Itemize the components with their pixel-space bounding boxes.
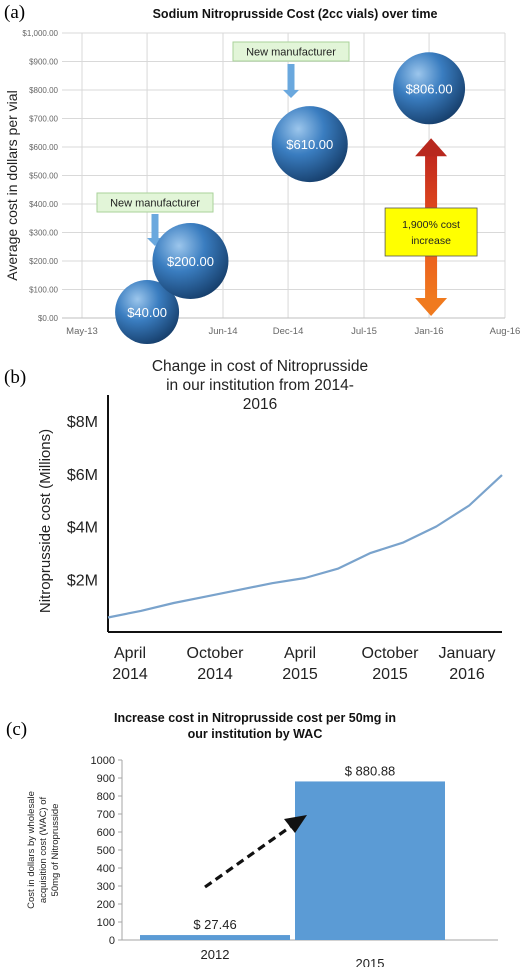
x-tick-label-line1: October [362,645,420,662]
x-tick-label-line1: January [439,645,496,662]
x-tick-label-line1: April [284,645,316,662]
new-manufacturer-arrow [283,64,299,98]
y-tick-label: $2M [67,572,98,589]
bar-data-label: $ 880.88 [345,763,396,778]
y-tick-label: 100 [97,917,115,929]
panel-label-c: (c) [6,719,28,740]
panel-b: (b) Change in cost of Nitroprusside in o… [0,345,520,705]
chart-c-title: Increase cost in Nitroprusside cost per … [113,711,397,741]
x-tick-label: Dec-14 [273,326,304,337]
x-tick-label-line1: October [187,645,245,662]
x-tick-label-line2: 2015 [372,666,408,683]
y-tick-label: $100.00 [29,286,58,295]
y-tick-label: 0 [109,935,115,947]
panel-label-b: (b) [4,367,27,388]
y-axis-label: Cost in dollars by wholesale acquisition … [26,791,61,909]
panel-a: (a) Sodium Nitroprusside Cost (2cc vials… [0,0,520,345]
new-manufacturer-box [232,41,350,62]
y-tick-label: 500 [97,845,115,857]
bar [295,781,445,940]
chart-b-title: Change in cost of Nitroprusside in our i… [151,358,369,413]
x-tick-label-line2: 2014 [197,666,233,683]
bar-data-label: $ 27.46 [193,917,236,932]
y-tick-label: 300 [97,881,115,893]
x-tick-label: Jul-15 [351,326,377,337]
x-tick-label-line1: April [114,645,146,662]
y-tick-label: $8M [67,414,98,431]
data-bubble-label: $40.00 [127,305,167,320]
y-tick-label: 700 [97,809,115,821]
y-tick-label: $6M [67,467,98,484]
y-tick-label: 400 [97,863,115,875]
cost-increase-text-2: increase [411,235,451,247]
y-tick-label: $500.00 [29,172,58,181]
y-tick-label: $900.00 [29,58,58,67]
y-tick-label: 900 [97,773,115,785]
cost-arrow-head-up [415,138,448,157]
data-bubble [271,106,348,183]
new-manufacturer-box [96,192,214,213]
y-tick-label: 1000 [91,755,115,767]
y-axis-label-line: 50mg of Nitroprusside [50,804,61,897]
panel-c: (c) Increase cost in Nitroprusside cost … [0,705,520,967]
y-axis-label: Average cost in dollars per vial [4,90,20,280]
x-tick-label-line2: 2016 [449,666,485,683]
new-manufacturer-text: New manufacturer [110,198,200,210]
x-tick-label-line2: 2015 [282,666,318,683]
y-tick-label: $4M [67,520,98,537]
y-tick-label: $600.00 [29,143,58,152]
x-tick-label: Jun-14 [208,326,237,337]
series-line [107,474,503,619]
y-tick-label: 600 [97,827,115,839]
chart-a-title: Sodium Nitroprusside Cost (2cc vials) ov… [152,7,438,21]
trend-arrow-head [284,815,307,833]
new-manufacturer-text: New manufacturer [246,47,336,59]
y-tick-label: $1,000.00 [22,29,58,38]
data-bubble-label: $610.00 [286,137,333,152]
y-tick-label: $300.00 [29,229,58,238]
data-bubble-label: $806.00 [406,81,453,96]
chart-a: $0.00 $100.00 $200.00 $300.00 $400.00 $500.00… [4,29,520,344]
y-axis-label-line: acquisition cost (WAC) of [38,796,49,903]
y-tick-label: $0.00 [38,314,59,323]
chart-c: 0 100 200 300 400 500 600 700 800 900 1000 Cost in … [26,755,498,967]
x-tick-label: 2015 [356,956,385,967]
y-tick-label: 200 [97,899,115,911]
y-tick-label: 800 [97,791,115,803]
y-axis-label-line: Cost in dollars by wholesale [26,791,37,909]
trend-arrow-line [204,823,294,889]
y-tick-label: $400.00 [29,200,58,209]
panel-label-a: (a) [4,2,26,23]
new-manufacturer-arrow [147,214,163,246]
y-tick-label: $700.00 [29,115,58,124]
data-bubble-label: $200.00 [167,254,214,269]
x-tick-label: May-13 [66,326,98,337]
y-axis-label: Nitroprusside cost (Millions) [37,429,54,613]
bar [140,935,290,940]
y-tick-label: $200.00 [29,257,58,266]
cost-arrow-head-down [415,298,448,316]
data-bubble [393,52,466,125]
x-tick-label: Jan-16 [415,326,444,337]
x-tick-label-line2: 2014 [112,666,148,683]
chart-b: $2M $4M $6M $8M Nitroprusside cost (Millions… [37,395,503,683]
cost-increase-box [384,207,478,257]
data-bubble [152,223,229,299]
x-tick-label: Aug-16 [490,326,520,337]
y-tick-label: $800.00 [29,86,58,95]
data-bubble [115,280,180,344]
x-tick-label: 2012 [201,947,230,962]
cost-increase-text-1: 1,900% cost [402,219,460,231]
